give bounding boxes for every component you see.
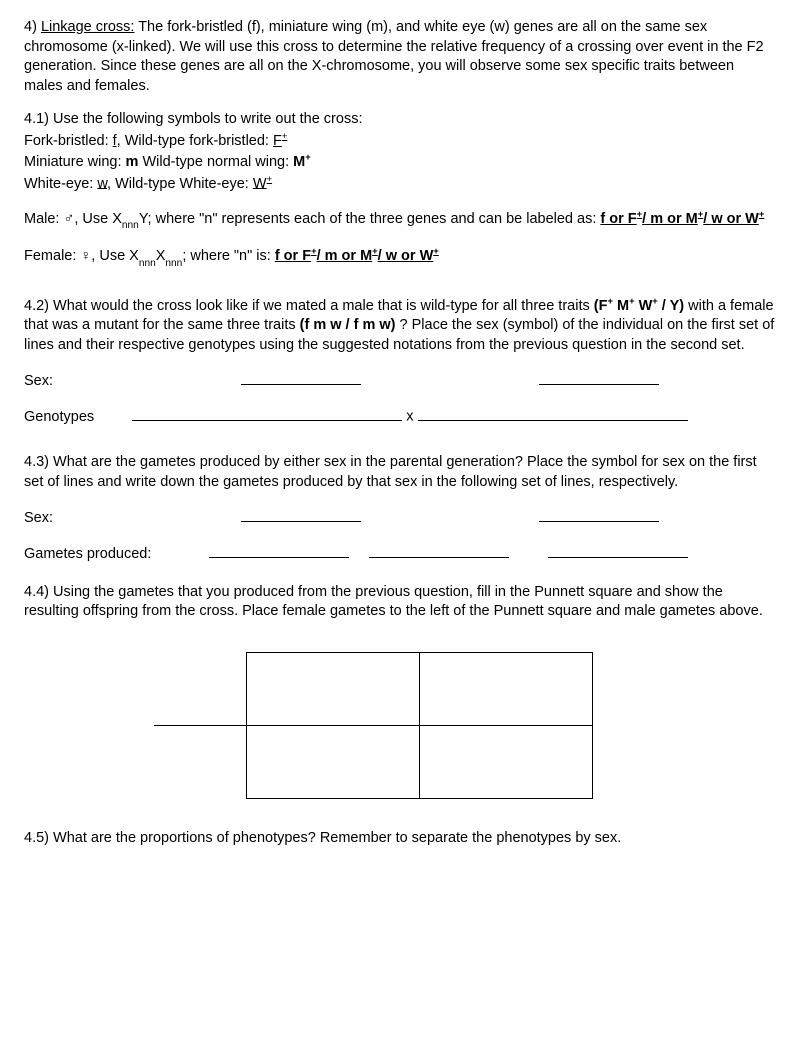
q41-line1: 4.1) Use the following symbols to write … [24,110,776,130]
q4-title: Linkage cross: [41,19,135,35]
fb-mut-sym: f, [113,133,121,149]
male-nnn: nnn [122,220,139,231]
q45-text: 4.5) What are the proportions of phenoty… [24,829,776,849]
female-slash1: / [317,248,325,264]
male-plus3: + [759,208,765,219]
q42-geno-label: Genotypes [24,408,94,428]
q43-gam-blank-3[interactable] [548,543,688,559]
q42-b1a: (F [594,298,608,314]
q4-num: 4) [24,19,37,35]
punnett-square [154,652,776,799]
q43-sex-row: Sex: [24,507,776,529]
punnett-lead-bottom [154,725,247,798]
q42-text: 4.2) What would the cross look like if w… [24,295,776,356]
female-rest: ; where "n" is: [182,248,275,264]
q41-mw-line: Miniature wing: m Wild-type normal wing:… [24,151,776,172]
q4-rest: The fork-bristled (f), miniature wing (m… [24,19,764,94]
q42-pre: 4.2) What would the cross look like if w… [24,298,594,314]
female-plus3: + [433,245,439,256]
q43-sex-label: Sex: [24,509,53,529]
q41-fb-line: Fork-bristled: f, Wild-type fork-bristle… [24,130,776,151]
q42-geno-blank-2[interactable] [418,405,688,421]
q42-sex-blank-2[interactable] [539,369,659,385]
q43-text: 4.3) What are the gametes produced by ei… [24,453,776,492]
punnett-cell-1-1[interactable] [247,652,420,725]
female-nnn2: nnn [165,258,182,269]
male-label: Male: [24,211,64,227]
mw-wt-plus: + [305,151,311,162]
q43-gam-blank-1[interactable] [209,543,349,559]
q42-b1c: W [635,298,653,314]
male-slash1: / [642,211,650,227]
q44-text: 4.4) Using the gametes that you produced… [24,583,776,622]
female-line: Female: ♀, Use XnnnXnnn; where "n" is: f… [24,245,776,268]
q42-b1b: M [613,298,629,314]
male-opts2: m or M [650,211,698,227]
punnett-table [154,652,593,799]
q42-b2: (f m w / f m w) [300,317,396,333]
q42-geno-blank-1[interactable] [132,405,402,421]
q42-sex-blank-1[interactable] [241,369,361,385]
female-opts3: w or W [386,248,434,264]
male-use: , Use X [74,211,122,227]
q42-sex-label: Sex: [24,372,53,392]
q41-we-line: White-eye: w, Wild-type White-eye: W+ [24,173,776,194]
male-symbol: ♂ [64,211,75,227]
q43-gam-row: Gametes produced: [24,543,776,565]
we-mut-sym: w, [97,175,111,191]
male-y: Y; where "n" represents each of the thre… [139,211,601,227]
q4-intro: 4) Linkage cross: The fork-bristled (f),… [24,18,776,96]
fb-wt-plus: + [282,130,288,141]
mw-mut-label: Miniature wing: [24,154,126,170]
female-use: , Use X [91,248,139,264]
q43-sex-blank-2[interactable] [539,507,659,523]
female-nnn1: nnn [139,258,156,269]
q41-block: 4.1) Use the following symbols to write … [24,110,776,194]
we-wt-plus: + [267,173,273,184]
punnett-cell-1-2[interactable] [420,652,593,725]
punnett-cell-2-2[interactable] [420,725,593,798]
we-wt-label: Wild-type White-eye: [111,175,253,191]
q42-b1d: / Y) [658,298,684,314]
q43-gam-blank-2[interactable] [369,543,509,559]
mw-mut-sym: m [126,154,139,170]
female-opts2: m or M [325,248,373,264]
male-line: Male: ♂, Use XnnnY; where "n" represents… [24,208,776,231]
q43-sex-blank-1[interactable] [241,507,361,523]
mw-wt-label: Wild-type normal wing: [138,154,293,170]
female-slash2: / [378,248,386,264]
q42-sex-row: Sex: [24,369,776,391]
punnett-cell-2-1[interactable] [247,725,420,798]
we-wt-sym: W [253,175,267,191]
fb-wt-sym: F [273,133,282,149]
q42-x-sep: x [406,409,413,425]
female-label: Female: [24,248,80,264]
female-x2: X [156,248,166,264]
male-opts3: w or W [711,211,759,227]
male-opts1: f or F [600,211,636,227]
q43-gam-label: Gametes produced: [24,545,151,565]
we-mut-label: White-eye: [24,175,97,191]
fb-wt-label: Wild-type fork-bristled: [121,133,273,149]
female-opts1: f or F [275,248,311,264]
female-symbol: ♀ [80,248,91,264]
q42-geno-row: Genotypes x [24,405,776,427]
punnett-lead-top [154,652,247,725]
fb-mut-label: Fork-bristled: [24,133,113,149]
mw-wt-sym: M [293,154,305,170]
